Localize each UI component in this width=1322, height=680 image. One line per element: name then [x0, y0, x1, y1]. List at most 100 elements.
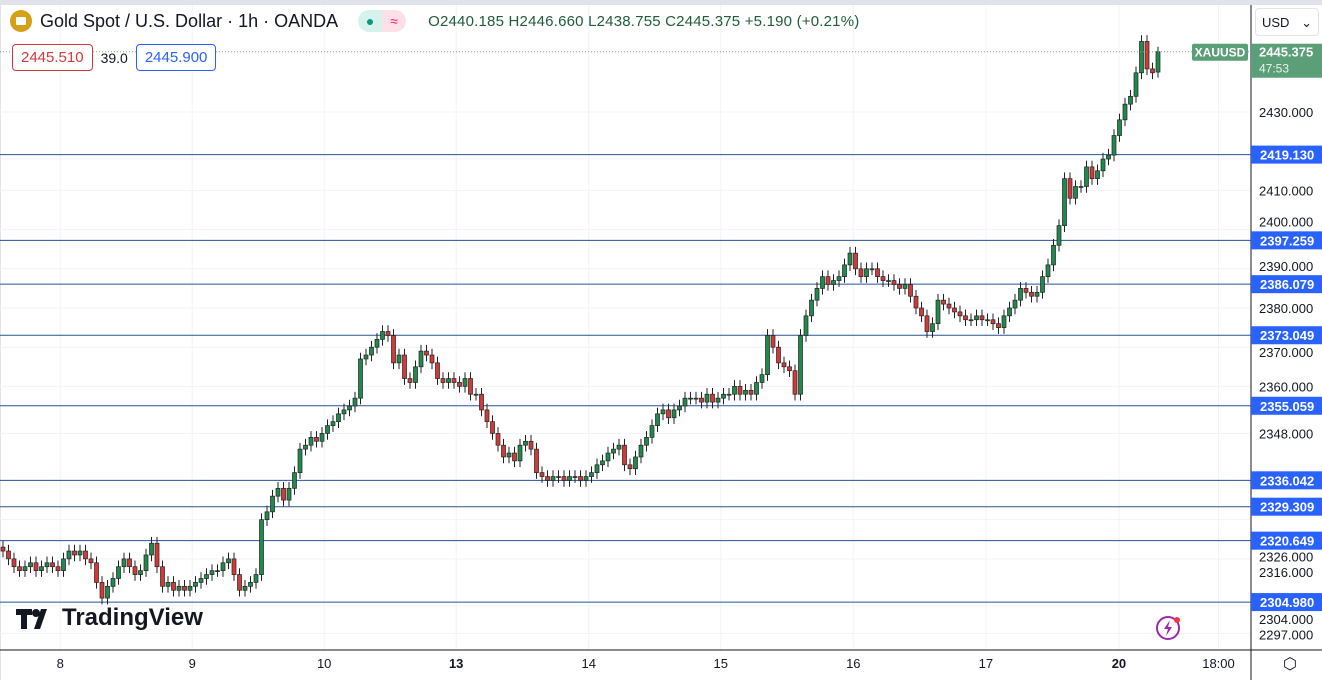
candle: [946, 297, 952, 315]
candle: [259, 513, 264, 581]
candle: [990, 313, 996, 330]
price-tick-label: 2390.000: [1259, 259, 1313, 274]
candle-body: [171, 582, 176, 591]
candle-body: [594, 464, 600, 473]
candle-body: [589, 472, 594, 477]
candle: [198, 572, 204, 589]
candle-body: [963, 315, 968, 321]
time-tick-label: 15: [714, 656, 728, 671]
level-price-label-bg: [1251, 497, 1322, 516]
candle-body: [721, 393, 726, 399]
candle: [325, 419, 330, 440]
currency-select[interactable]: USD ⌄: [1255, 8, 1319, 36]
candle: [1122, 97, 1128, 127]
time-tick-label: 13: [449, 656, 463, 671]
candle-body: [253, 574, 259, 583]
candle: [1144, 35, 1150, 76]
lightning-icon: [1156, 616, 1180, 640]
candle-body: [33, 562, 39, 571]
candle: [831, 274, 836, 291]
candle: [457, 376, 462, 393]
time-tick-label: 20: [1112, 656, 1126, 671]
candle: [110, 572, 116, 593]
candle-body: [1023, 288, 1029, 293]
candle-body: [242, 585, 248, 591]
candle-body: [770, 335, 776, 348]
candle: [336, 407, 341, 428]
candle: [1062, 172, 1067, 232]
candle: [726, 387, 732, 401]
level-price-label: 2304.980: [1260, 595, 1314, 610]
candle: [116, 560, 121, 585]
candle-body: [633, 456, 638, 470]
candle-body: [66, 550, 72, 560]
candle: [1007, 301, 1012, 323]
candle: [528, 435, 534, 456]
candle: [171, 576, 176, 597]
tradingview-logo[interactable]: TradingView: [16, 604, 203, 632]
candle-body: [1139, 41, 1144, 74]
candle: [754, 376, 759, 401]
candle: [226, 552, 231, 570]
candle-body: [325, 425, 330, 434]
candle: [605, 446, 611, 468]
candle: [836, 270, 842, 287]
candle: [1111, 129, 1117, 162]
candle-body: [990, 319, 996, 325]
candle: [429, 348, 435, 370]
candle: [765, 329, 770, 381]
candle-body: [6, 550, 11, 560]
candle-body: [226, 558, 231, 564]
candle-body: [479, 393, 484, 411]
market-open-dot-icon: ●: [358, 10, 383, 32]
candle-body: [737, 386, 743, 395]
settings-icon: ⬡: [1283, 656, 1297, 673]
candle-body: [660, 409, 666, 415]
candle-body: [281, 487, 286, 501]
candle: [539, 466, 545, 483]
candle: [897, 278, 902, 295]
level-price-label: 2320.649: [1260, 534, 1314, 549]
candle-body: [418, 350, 424, 368]
candle-body: [1084, 166, 1089, 187]
sell-button[interactable]: 2445.510: [12, 44, 93, 71]
status-pill[interactable]: ● ≈: [358, 10, 407, 32]
candle-body: [996, 323, 1001, 328]
candle-body: [572, 476, 578, 478]
candle: [154, 536, 160, 573]
candle: [1106, 148, 1111, 166]
candle: [1045, 258, 1051, 283]
candle-body: [858, 268, 864, 277]
candle: [578, 470, 583, 487]
candle-body: [616, 444, 622, 450]
buy-button[interactable]: 2445.900: [135, 44, 217, 71]
candle-body: [165, 582, 171, 587]
candle: [473, 387, 479, 401]
candle-body: [138, 570, 143, 575]
candle-body: [759, 374, 765, 383]
candle-body: [270, 495, 275, 513]
candle-body: [413, 366, 418, 383]
candle: [94, 556, 99, 589]
candle: [83, 544, 88, 566]
candle: [1100, 152, 1106, 178]
candle-body: [622, 444, 627, 466]
candle-body: [627, 464, 633, 470]
candle-body: [545, 476, 550, 481]
symbol-title[interactable]: Gold Spot / U.S. Dollar · 1h · OANDA: [40, 10, 339, 31]
candle: [781, 356, 787, 374]
level-price-label-bg: [1251, 326, 1322, 345]
chevron-down-icon: ⌄: [1301, 15, 1312, 30]
candle-body: [787, 366, 792, 372]
candle: [825, 270, 831, 291]
candle-body: [875, 268, 880, 277]
candle-body: [248, 582, 253, 587]
candle: [611, 442, 616, 460]
candle: [842, 258, 847, 283]
candle-body: [182, 585, 187, 591]
candle: [517, 438, 523, 468]
candle-body: [842, 264, 847, 277]
candle: [616, 438, 622, 456]
candle: [248, 576, 253, 593]
